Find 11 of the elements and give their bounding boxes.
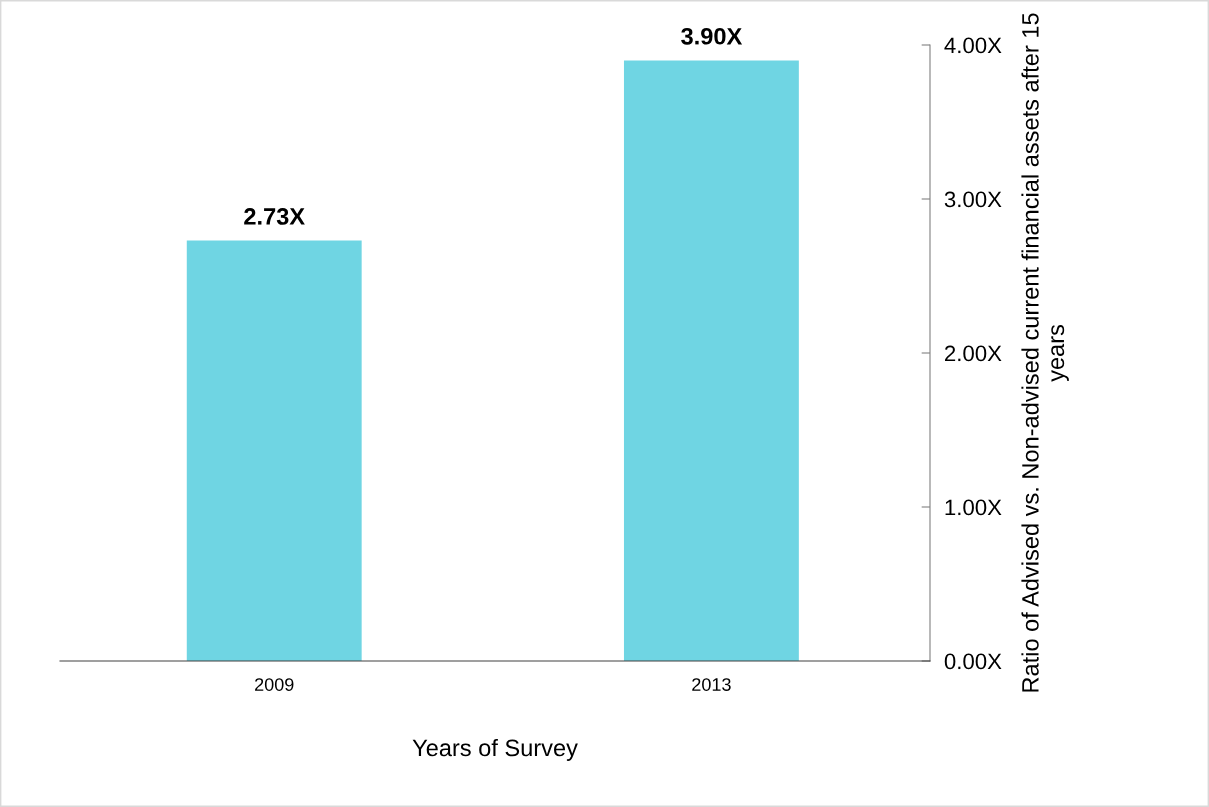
y-tick-label: 3.00X: [944, 191, 1002, 208]
x-tick-label: 2013: [692, 678, 731, 691]
y-tick-label: 0.00X: [944, 653, 1002, 670]
y-axis-title: Ratio of Advised vs. Non-advised current financial assets after 15 years: [1021, 13, 1069, 692]
y-tick-label: 2.00X: [945, 345, 1002, 362]
y-tick-label: 1.00X: [945, 499, 1002, 516]
y-tick-label: 4.00X: [944, 37, 1002, 54]
data-label: 3.90X: [681, 27, 743, 45]
x-tick-label: 2009: [255, 678, 294, 691]
x-axis-title: Years of Survey: [412, 738, 578, 761]
data-label: 2.73X: [244, 208, 305, 225]
